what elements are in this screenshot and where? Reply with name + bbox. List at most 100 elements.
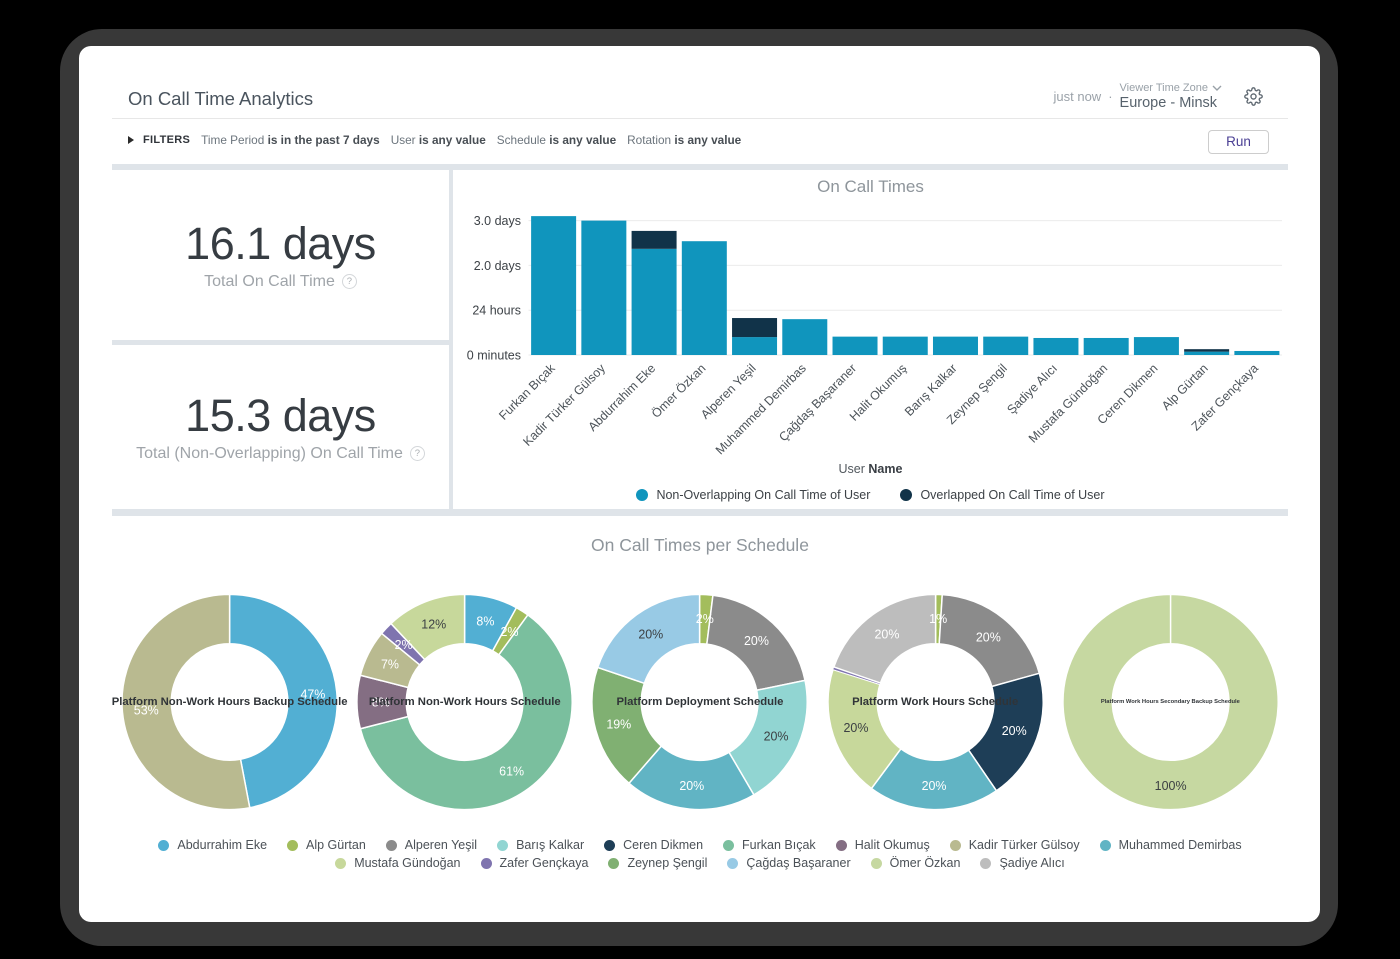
y-tick-label: 2.0 days <box>474 259 521 273</box>
legend-dot-icon <box>497 839 509 851</box>
donut-slice-label: 8% <box>372 695 390 709</box>
donut-slice-label: 20% <box>639 627 664 641</box>
legend-dot-icon <box>604 839 616 851</box>
legend-item[interactable]: Zeynep Şengil <box>608 856 707 870</box>
donut-chart[interactable]: 2% 20% 20% 20% 19% 20% Platform Deployment Sch… <box>582 584 817 820</box>
donut-slice-label: 20% <box>764 730 789 744</box>
donut-row: 47% 53% Platform Non-Work Hours Backup Sch… <box>112 584 1288 820</box>
kpi-value: 16.1 days <box>185 218 376 270</box>
filter-item[interactable]: Schedule is any value <box>496 133 617 147</box>
donut-chart[interactable]: 1% 20% 20% 20% 20% 20% Platform Work Hours Sch… <box>818 584 1053 820</box>
run-button[interactable]: Run <box>1208 130 1269 154</box>
legend-item[interactable]: Mustafa Gündoğan <box>335 856 461 870</box>
legend-item[interactable]: Muhammed Demirbas <box>1099 838 1242 852</box>
kpi-label: Total On Call Time <box>204 272 335 290</box>
legend-item[interactable]: Furkan Bıçak <box>723 838 816 852</box>
legend-dot-icon <box>335 857 347 869</box>
donut-slice[interactable] <box>390 593 466 661</box>
donut-title: Platform Work Hours Schedule <box>852 696 1019 708</box>
legend-item[interactable]: Halit Okumuş <box>835 838 930 852</box>
bar-segment[interactable] <box>531 216 577 355</box>
timezone-selector[interactable]: Viewer Time Zone Europe - Minsk <box>1120 82 1222 111</box>
legend-item[interactable]: Kadir Türker Gülsoy <box>949 838 1080 852</box>
bar-segment[interactable] <box>732 337 778 355</box>
legend-dot-icon <box>949 839 961 851</box>
bar-segment[interactable] <box>1234 350 1280 355</box>
donut-slice-label: 1% <box>929 612 947 626</box>
donut-slice[interactable] <box>597 593 701 685</box>
donut-slice[interactable] <box>121 593 251 811</box>
bar-segment[interactable] <box>782 319 828 355</box>
donut-chart[interactable]: 47% 53% Platform Non-Work Hours Backup Sch… <box>112 584 348 820</box>
bar-segment[interactable] <box>1033 337 1079 355</box>
bar-segment[interactable] <box>1133 337 1179 355</box>
legend-item[interactable]: Alp Gürtan <box>287 838 366 852</box>
help-icon[interactable]: ? <box>341 274 357 290</box>
legend-item[interactable]: Alperen Yeşil <box>385 838 477 852</box>
legend-dot-icon <box>835 839 847 851</box>
donut-slice-label: 47% <box>300 688 325 702</box>
schedule-tile: On Call Times per Schedule 47% 53% Platfor… <box>112 516 1288 922</box>
help-icon[interactable]: ? <box>409 446 425 462</box>
last-updated: just now <box>1053 89 1102 105</box>
header-right: just now · Viewer Time Zone Europe - Min… <box>1054 82 1264 111</box>
timezone-value: Europe - Minsk <box>1119 94 1218 111</box>
chevron-down-icon <box>1212 85 1222 92</box>
bar-segment[interactable] <box>1184 351 1230 355</box>
legend-item[interactable]: Overlapped On Call Time of User <box>900 488 1105 502</box>
donut-title: Platform Deployment Schedule <box>616 696 784 708</box>
legend-item[interactable]: Zafer Gençkaya <box>480 856 588 870</box>
y-tick-label: 24 hours <box>472 304 521 318</box>
donut-slice-label: 20% <box>744 634 769 648</box>
filters-toggle[interactable]: FILTERS <box>128 134 190 146</box>
donut-slice-label: 20% <box>1001 724 1026 738</box>
filter-item[interactable]: Rotation is any value <box>627 133 742 147</box>
legend-dot-icon <box>287 839 299 851</box>
legend-dot-icon <box>727 857 739 869</box>
x-axis-title: User Name <box>453 462 1288 476</box>
bar-segment[interactable] <box>1083 337 1129 355</box>
donut-slice-label: 8% <box>477 614 495 628</box>
bar-segment[interactable] <box>882 336 928 355</box>
donut-slice-label: 2% <box>696 612 714 626</box>
bar-segment[interactable] <box>581 220 627 355</box>
legend-dot-icon <box>980 857 992 869</box>
legend-item[interactable]: Abdurrahim Eke <box>158 838 267 852</box>
filter-item[interactable]: User is any value <box>390 133 486 147</box>
donut-slice[interactable] <box>832 593 936 684</box>
bar-segment[interactable] <box>932 336 978 355</box>
x-axis-title-prefix: User <box>838 462 869 476</box>
legend-dot-icon <box>1099 839 1111 851</box>
bar-segment[interactable] <box>832 336 878 355</box>
donut-chart[interactable]: 100% Platform Work Hours Secondary Backup… <box>1053 584 1288 820</box>
filter-item[interactable]: Time Period is in the past 7 days <box>201 133 380 147</box>
dashboard-window: On Call Time Analytics just now · Viewer… <box>79 46 1320 922</box>
donut-slice-label: 2% <box>501 625 519 639</box>
legend-item[interactable]: Barış Kalkar <box>497 838 584 852</box>
bar-segment[interactable] <box>681 241 727 355</box>
donut-title: Platform Non-Work Hours Schedule <box>368 696 561 708</box>
donut-slice[interactable] <box>1061 593 1279 811</box>
bar-segment-overlap[interactable] <box>631 230 677 249</box>
donut-slice-label: 20% <box>680 779 705 793</box>
bar-segment[interactable] <box>631 248 677 355</box>
donut-slice[interactable] <box>359 614 574 811</box>
legend-item[interactable]: Çağdaş Başaraner <box>727 856 851 870</box>
bar-segment-overlap[interactable] <box>732 318 778 338</box>
donut-slice-label: 20% <box>843 721 868 735</box>
gear-icon[interactable] <box>1244 87 1263 106</box>
legend-item[interactable]: Ömer Özkan <box>870 856 960 870</box>
legend-item[interactable]: Şadiye Alıcı <box>980 856 1065 870</box>
donut-slice[interactable] <box>228 593 338 809</box>
bar-segment[interactable] <box>983 336 1029 355</box>
donut-chart[interactable]: 8% 2% 61% 8% 7% 2% 12% Platform Non-Work Hours … <box>347 584 582 820</box>
legend-dot-icon <box>636 489 649 501</box>
schedule-section-title: On Call Times per Schedule <box>591 535 809 555</box>
y-tick-label: 3.0 days <box>474 214 521 228</box>
kpi-value: 15.3 days <box>185 390 376 442</box>
bar-segment-overlap[interactable] <box>1184 349 1230 352</box>
legend-item[interactable]: Ceren Dikmen <box>604 838 703 852</box>
legend-item[interactable]: Non-Overlapping On Call Time of User <box>636 488 870 502</box>
caret-right-icon <box>128 136 134 144</box>
